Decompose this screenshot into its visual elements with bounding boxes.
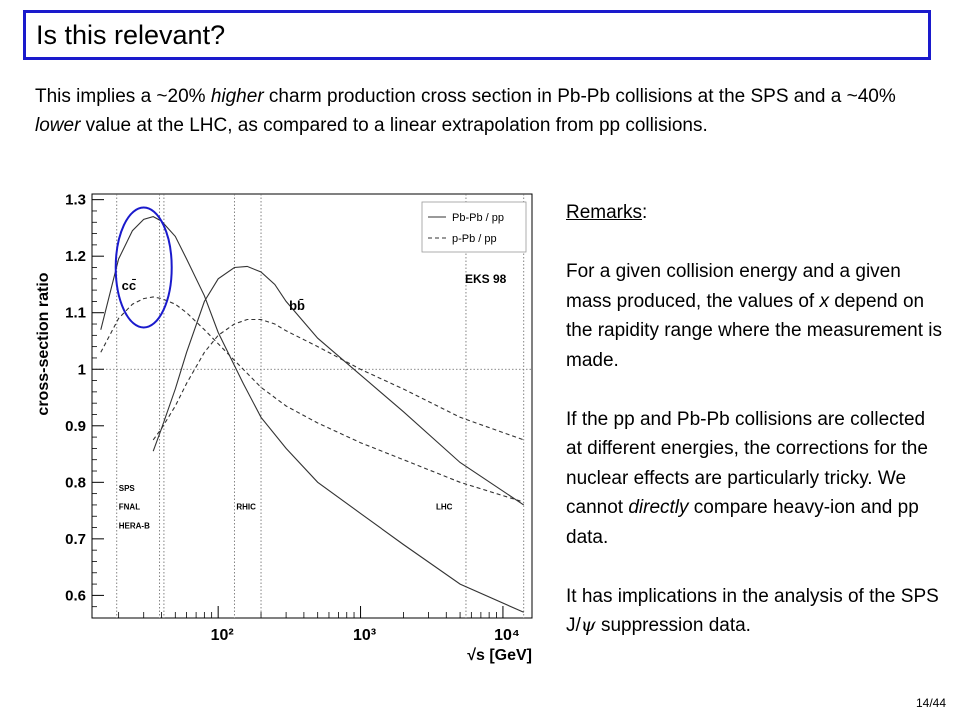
intro-paragraph: This implies a ~20% higher charm product… <box>35 82 935 140</box>
charm-label: cc̄ <box>122 278 136 293</box>
x-axis-title: √s [GeV] <box>467 647 532 664</box>
x-tick-label: 10² <box>211 627 234 644</box>
energy-marker-label: RHIC <box>236 502 256 511</box>
y-tick-label: 1.2 <box>65 248 86 265</box>
x-tick-label: 10⁴ <box>494 627 520 644</box>
psi-symbol: ψ <box>580 614 596 636</box>
remarks-p1x: x <box>819 290 829 312</box>
y-tick-label: 0.6 <box>65 587 86 604</box>
remarks-panel: Remarks: For a given collision energy an… <box>566 198 946 670</box>
y-tick-label: 1.3 <box>65 192 86 209</box>
series-line-charm-pbpb <box>100 216 524 613</box>
cross-section-ratio-chart: SPS FNAL HERA-B RHIC LHC 0.6 0.7 0.8 0.9 1 1.1 1.2 1… <box>35 192 533 664</box>
remarks-heading-line: Remarks: <box>566 198 946 228</box>
page-number: 14/44 <box>915 696 946 710</box>
plot-frame <box>91 193 533 619</box>
intro-text-1: This implies a ~20% <box>35 86 211 107</box>
bottom-label: bb̄ <box>289 298 305 313</box>
remarks-p2a: If the pp and Pb-Pb collisions are colle… <box>566 408 928 519</box>
highlight-ellipse <box>114 206 173 329</box>
y-tick-label: 0.8 <box>65 474 86 491</box>
energy-marker-label: HERA-B <box>119 522 150 531</box>
legend-entry: p-Pb / pp <box>452 233 497 245</box>
intro-lower: lower <box>35 115 81 136</box>
remarks-p1b: depend on the rapidity range where the m… <box>566 290 942 371</box>
remarks-paragraph-1: For a given collision energy and a given… <box>566 257 946 375</box>
energy-marker-label: LHC <box>436 502 453 511</box>
model-label: EKS 98 <box>465 272 507 286</box>
remarks-colon: : <box>642 202 648 223</box>
intro-text-3: value at the LHC, as compared to a linea… <box>80 115 708 136</box>
remarks-paragraph-3: It has implications in the analysis of t… <box>566 582 946 641</box>
y-tick-label: 1 <box>78 361 86 378</box>
energy-marker-label: FNAL <box>119 502 140 511</box>
legend-entry: Pb-Pb / pp <box>452 212 504 224</box>
slide-title: Is this relevant? <box>36 19 226 50</box>
remarks-p2dir: directly <box>628 497 689 518</box>
y-axis-title: cross-section ratio <box>35 272 52 415</box>
remarks-p2b: compare heavy-ion and pp data. <box>566 497 919 548</box>
remarks-p3b: suppression data. <box>595 615 751 636</box>
series-line-bottom-ppb <box>152 318 524 441</box>
intro-higher: higher <box>210 86 264 107</box>
intro-text-2: charm production cross section in Pb-Pb … <box>263 86 896 107</box>
slide-title-box: Is this relevant? <box>23 10 931 60</box>
x-tick-label: 10³ <box>353 627 376 644</box>
remarks-p3a: It has implications in the analysis of t… <box>566 585 939 637</box>
series-line-bottom-pbpb <box>152 265 525 506</box>
remarks-heading: Remarks <box>566 202 643 223</box>
energy-marker-label: SPS <box>119 484 136 493</box>
y-tick-label: 1.1 <box>65 305 86 322</box>
remarks-paragraph-2: If the pp and Pb-Pb collisions are colle… <box>566 405 946 553</box>
y-tick-label: 0.7 <box>65 531 86 548</box>
remarks-p1a: For a given collision energy and a given… <box>566 261 901 312</box>
legend-box <box>421 201 527 253</box>
y-tick-label: 0.9 <box>65 418 86 435</box>
series-line-charm-ppb <box>100 296 524 503</box>
